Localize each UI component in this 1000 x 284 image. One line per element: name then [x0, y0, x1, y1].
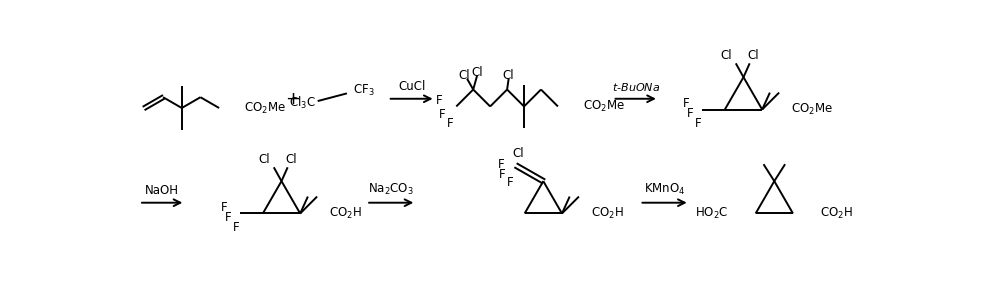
Text: Cl: Cl: [721, 49, 732, 62]
Text: F: F: [447, 117, 453, 130]
Text: F: F: [498, 158, 504, 171]
Text: NaOH: NaOH: [145, 183, 179, 197]
Text: F: F: [499, 168, 506, 181]
Text: $t$-BuONa: $t$-BuONa: [612, 81, 660, 93]
Text: Cl: Cl: [503, 69, 514, 82]
Text: F: F: [687, 107, 693, 120]
Text: F: F: [233, 221, 239, 234]
Text: +: +: [286, 90, 301, 108]
Text: CO$_2$H: CO$_2$H: [329, 206, 362, 221]
Text: F: F: [221, 201, 228, 214]
Text: F: F: [683, 97, 690, 110]
Text: Na$_2$CO$_3$: Na$_2$CO$_3$: [368, 181, 414, 197]
Text: Cl$_3$C: Cl$_3$C: [289, 95, 316, 111]
Text: Cl: Cl: [747, 49, 759, 62]
Text: CO$_2$Me: CO$_2$Me: [244, 101, 286, 116]
Text: F: F: [439, 108, 446, 121]
Text: F: F: [507, 176, 514, 189]
Text: HO$_2$C: HO$_2$C: [695, 206, 729, 221]
Text: Cl: Cl: [285, 153, 297, 166]
Text: F: F: [436, 94, 443, 107]
Text: CO$_2$H: CO$_2$H: [820, 206, 853, 221]
Text: CO$_2$Me: CO$_2$Me: [791, 102, 833, 117]
Text: KMnO$_4$: KMnO$_4$: [644, 181, 685, 197]
Text: Cl: Cl: [512, 147, 524, 160]
Text: Cl: Cl: [458, 69, 470, 82]
Text: CF$_3$: CF$_3$: [353, 83, 375, 98]
Text: Cl: Cl: [471, 66, 483, 79]
Text: F: F: [225, 211, 231, 224]
Text: Cl: Cl: [259, 153, 270, 166]
Text: CO$_2$Me: CO$_2$Me: [583, 99, 624, 114]
Text: F: F: [695, 117, 701, 130]
Text: CuCl: CuCl: [398, 80, 425, 93]
Text: CO$_2$H: CO$_2$H: [591, 206, 624, 221]
